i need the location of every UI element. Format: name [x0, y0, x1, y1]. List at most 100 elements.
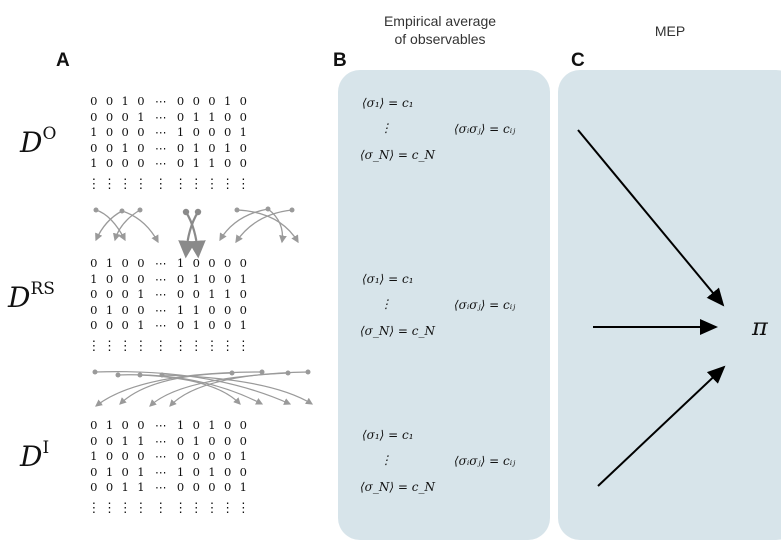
dataset-superscript: O — [42, 123, 57, 144]
equation-block-original: ⟨σ₁⟩ = c₁ ⋮ ⟨σ_N⟩ = c_N ⟨σᵢσⱼ⟩ = cᵢⱼ — [360, 96, 550, 176]
matrix-cell: 1 — [105, 302, 114, 317]
matrix-cell: 0 — [137, 125, 145, 140]
hdots: ⋯ — [155, 418, 167, 432]
hdots: ⋯ — [155, 433, 167, 448]
matrix-row: 0 1 0 0 ⋯ 1 0 1 0 0 — [86, 418, 251, 434]
matrix-row: 1 0 0 0 ⋯ 0 1 1 0 0 — [86, 156, 251, 172]
matrix-cell: 0 — [239, 94, 247, 108]
matrix-row: 0 1 0 1 ⋯ 1 0 1 0 0 — [86, 465, 251, 481]
matrix-cell: 0 — [121, 302, 129, 317]
vdots: ⋮ — [87, 500, 101, 516]
matrix-cell: 1 — [137, 480, 145, 495]
vdots: ⋮ — [205, 338, 219, 354]
matrix-cell: 0 — [208, 256, 216, 270]
mep-arrows — [577, 129, 726, 487]
vdots: ⋮ — [174, 176, 188, 192]
matrix-cell: 0 — [223, 318, 232, 333]
matrix-cell: 0 — [176, 109, 185, 124]
matrix-cell: 1 — [137, 433, 145, 448]
vdots: ⋮ — [189, 500, 203, 516]
shuffle-arrows-top — [93, 206, 299, 259]
vdots-row: ⋮ ⋮ ⋮ ⋮ ⋮ ⋮ ⋮ ⋮ ⋮ ⋮ — [86, 500, 251, 516]
dataset-label-reshuffled: DRS — [8, 278, 55, 314]
matrix-cell: 1 — [121, 140, 129, 155]
matrix-cell: 1 — [192, 318, 200, 333]
matrix-cell: 1 — [239, 125, 247, 140]
equation-first-moment: ⟨σ₁⟩ = c₁ — [362, 428, 414, 442]
dataset-superscript: RS — [30, 278, 55, 299]
equation-last-moment: ⟨σ_N⟩ = c_N — [360, 324, 435, 338]
vdots: ⋮ — [87, 176, 101, 192]
matrix-cell: 0 — [121, 271, 129, 286]
matrix-cell: 0 — [137, 302, 145, 317]
dataset-symbol: D — [20, 126, 43, 159]
matrix-row: 1 0 0 0 ⋯ 1 0 0 0 1 — [86, 125, 251, 141]
header-line-2: of observables — [394, 31, 486, 47]
matrix-cell: 0 — [223, 125, 232, 140]
matrix-cell: 1 — [90, 271, 98, 286]
dataset-symbol: D — [8, 281, 31, 314]
vdots: ⋮ — [189, 338, 203, 354]
matrix-cell: 0 — [176, 480, 185, 495]
matrix-cell: 0 — [90, 318, 98, 333]
matrix-cell: 0 — [239, 156, 247, 171]
matrix-cell: 0 — [192, 464, 200, 479]
equation-first-moment: ⟨σ₁⟩ = c₁ — [362, 96, 414, 110]
equation-last-moment: ⟨σ_N⟩ = c_N — [360, 148, 435, 162]
matrix-cell: 0 — [105, 109, 114, 124]
vdots: ⋮ — [221, 500, 235, 516]
hdots: ⋯ — [155, 480, 167, 495]
dataset-label-original: DO — [20, 123, 57, 159]
matrix-cell: 1 — [137, 464, 145, 479]
matrix-cell: 1 — [208, 287, 216, 302]
matrix-cell: 0 — [121, 156, 129, 171]
vdots: ⋮ — [134, 500, 148, 516]
matrix-cell: 1 — [121, 433, 129, 448]
matrix-cell: 0 — [192, 287, 200, 302]
matrix-cell: 0 — [176, 318, 185, 333]
vdots: ⋮ — [118, 500, 132, 516]
hdots: ⋯ — [155, 140, 167, 155]
matrix-cell: 0 — [239, 287, 247, 302]
equation-pair-moment: ⟨σᵢσⱼ⟩ = cᵢⱼ — [454, 298, 516, 312]
matrix-cell: 1 — [121, 94, 129, 108]
panel-label-b: B — [333, 50, 347, 71]
matrix-cell: 1 — [239, 271, 247, 286]
hdots: ⋯ — [155, 94, 167, 108]
matrix-cell: 1 — [192, 433, 200, 448]
hdots: ⋯ — [155, 449, 167, 464]
matrix-cell: 0 — [223, 256, 232, 270]
mep-header: MEP — [654, 23, 686, 39]
matrix-cell: 1 — [239, 449, 247, 464]
matrix-cell: 0 — [121, 109, 129, 124]
matrix-cell: 0 — [121, 318, 129, 333]
empirical-average-header: Empirical average of observables — [340, 12, 540, 48]
matrix-cell: 0 — [239, 140, 247, 155]
matrix-cell: 1 — [121, 480, 129, 495]
equation-block-independent: ⟨σ₁⟩ = c₁ ⋮ ⟨σ_N⟩ = c_N ⟨σᵢσⱼ⟩ = cᵢⱼ — [360, 428, 550, 508]
matrix-original: 0 0 1 0 ⋯ 0 0 0 1 0 0 0 0 1 ⋯ 0 1 1 0 0 1 0 0 0 ⋯ 1 0 0 0 1 0 0 1 0 ⋯ 0 1 0 1 0… — [86, 94, 251, 192]
dataset-symbol: D — [20, 440, 43, 473]
matrix-cell: 1 — [105, 464, 114, 479]
matrix-cell: 1 — [223, 287, 232, 302]
matrix-cell: 0 — [121, 256, 129, 270]
matrix-cell: 1 — [105, 418, 114, 432]
equation-last-moment: ⟨σ_N⟩ = c_N — [360, 480, 435, 494]
matrix-reshuffled: 0 1 0 0 ⋯ 1 0 0 0 0 1 0 0 0 ⋯ 0 1 0 0 1 0 0 0 1 ⋯ 0 0 1 1 0 0 1 0 0 ⋯ 1 1 0 0 0… — [86, 256, 251, 354]
matrix-independent: 0 1 0 0 ⋯ 1 0 1 0 0 0 0 1 1 ⋯ 0 1 0 0 0 1 0 0 0 ⋯ 0 0 0 0 1 0 1 0 1 ⋯ 1 0 1 0 0… — [86, 418, 251, 516]
matrix-cell: 0 — [121, 464, 129, 479]
matrix-cell: 0 — [176, 140, 185, 155]
matrix-cell: 1 — [176, 125, 185, 140]
matrix-cell: 1 — [192, 109, 200, 124]
matrix-cell: 0 — [90, 140, 98, 155]
matrix-row: 0 1 0 0 ⋯ 1 1 0 0 0 — [86, 303, 251, 319]
matrix-cell: 0 — [90, 287, 98, 302]
matrix-row: 1 0 0 0 ⋯ 0 1 0 0 1 — [86, 272, 251, 288]
matrix-cell: 1 — [90, 449, 98, 464]
matrix-cell: 0 — [223, 302, 232, 317]
matrix-cell: 0 — [176, 271, 185, 286]
matrix-cell: 0 — [208, 125, 216, 140]
matrix-cell: 1 — [192, 302, 200, 317]
hdots: ⋯ — [155, 464, 167, 479]
matrix-cell: 0 — [208, 302, 216, 317]
